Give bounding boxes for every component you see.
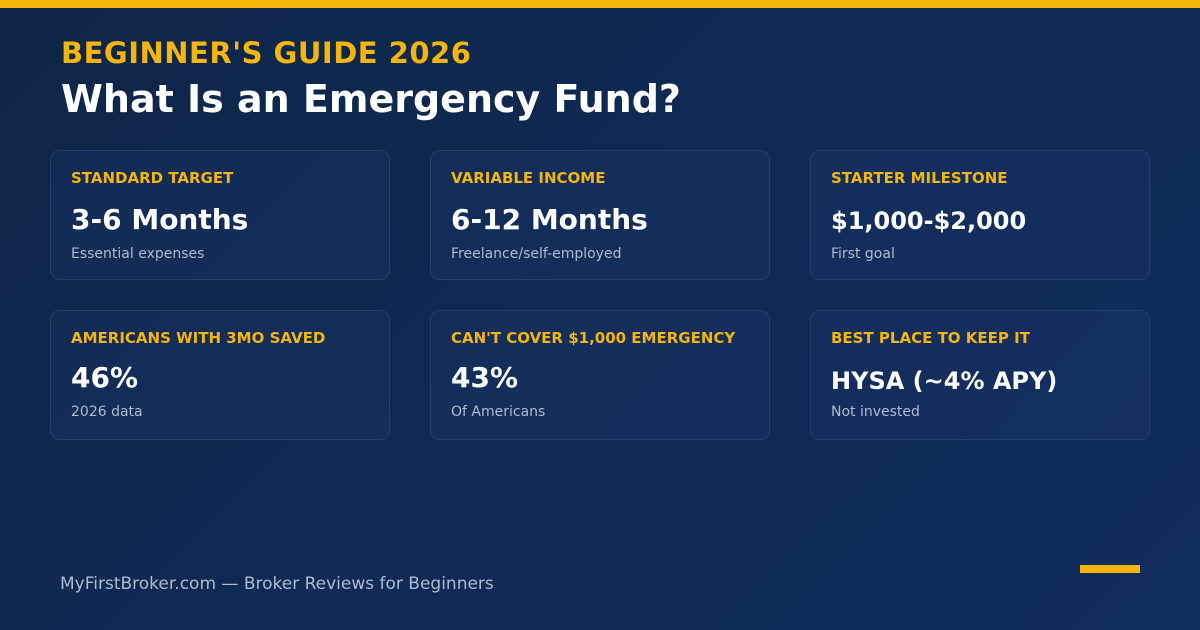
page-title: What Is an Emergency Fund? (61, 77, 681, 121)
stat-card-note: Essential expenses (71, 246, 205, 262)
stat-card-note: First goal (831, 246, 895, 262)
stat-card-note: Of Americans (451, 404, 546, 420)
stat-card-value: HYSA (~4% APY) (831, 367, 1058, 395)
stat-card-value: 3-6 Months (71, 203, 249, 236)
stat-card-value: 6-12 Months (451, 203, 648, 236)
footer-accent-bar (1080, 565, 1140, 573)
stat-card-best-place: BEST PLACE TO KEEP IT HYSA (~4% APY) Not… (810, 310, 1150, 440)
stat-card-value: 43% (451, 361, 519, 394)
page-eyebrow: BEGINNER'S GUIDE 2026 (61, 36, 472, 70)
stat-card-value: 46% (71, 361, 139, 394)
stat-card-note: Freelance/self-employed (451, 246, 622, 262)
stat-card-starter-milestone: STARTER MILESTONE $1,000-$2,000 First go… (810, 150, 1150, 280)
stat-card-label: STANDARD TARGET (71, 169, 234, 187)
stat-card-value: $1,000-$2,000 (831, 207, 1027, 235)
stat-card-label: CAN'T COVER $1,000 EMERGENCY (451, 329, 736, 347)
stat-card-americans-saved: AMERICANS WITH 3MO SAVED 46% 2026 data (50, 310, 390, 440)
stat-card-label: STARTER MILESTONE (831, 169, 1008, 187)
top-accent-bar (0, 0, 1200, 8)
stat-card-label: BEST PLACE TO KEEP IT (831, 329, 1030, 347)
stat-card-label: AMERICANS WITH 3MO SAVED (71, 329, 326, 347)
stat-card-note: Not invested (831, 404, 920, 420)
stat-card-standard-target: STANDARD TARGET 3-6 Months Essential exp… (50, 150, 390, 280)
stat-card-cant-cover-emergency: CAN'T COVER $1,000 EMERGENCY 43% Of Amer… (430, 310, 770, 440)
stat-card-label: VARIABLE INCOME (451, 169, 606, 187)
footer-site-tagline: MyFirstBroker.com — Broker Reviews for B… (60, 574, 494, 594)
stat-card-note: 2026 data (71, 404, 143, 420)
stat-card-variable-income: VARIABLE INCOME 6-12 Months Freelance/se… (430, 150, 770, 280)
